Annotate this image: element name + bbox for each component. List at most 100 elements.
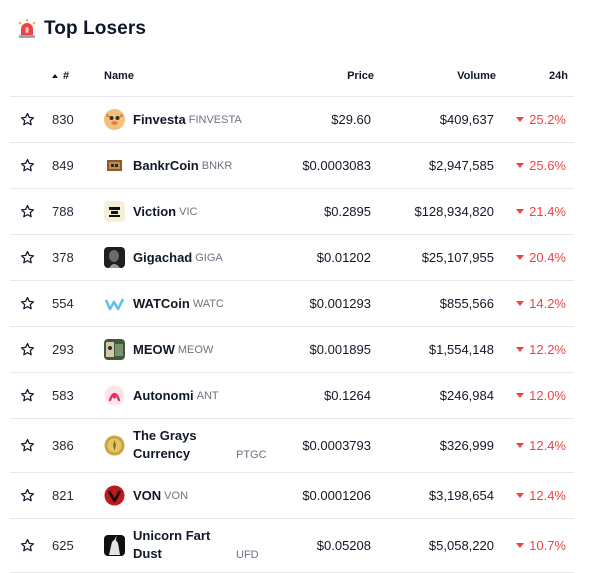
coin-change: 10.7% (516, 519, 566, 572)
coin-rank: 293 (52, 342, 74, 357)
coin-name: MEOW (133, 342, 175, 357)
caret-down-icon (516, 255, 525, 260)
coin-change: 12.4% (516, 473, 566, 518)
caret-down-icon (516, 493, 525, 498)
coin-symbol: GIGA (195, 251, 223, 264)
von-logo-icon (104, 485, 125, 506)
table-row[interactable]: 386 The Grays Currency PTGC $0.0003793 $326,… (10, 419, 574, 473)
coin-rank: 849 (52, 158, 74, 173)
rank-column-header[interactable]: # (52, 70, 69, 82)
coin-link[interactable]: Autonomi ANT (104, 373, 219, 418)
coin-name-block: Unicorn Fart Dust UFD (133, 527, 259, 564)
coin-change: 20.4% (516, 235, 566, 280)
table-row[interactable]: 378 Gigachad GIGA $0.01202 $25,107,955 20.4% (10, 235, 574, 281)
coin-rank: 788 (52, 204, 74, 219)
page-title: Top Losers (44, 18, 146, 39)
coin-change: 12.4% (516, 419, 566, 472)
coin-volume: $409,637 (439, 112, 494, 127)
coin-volume: $3,198,654 (428, 488, 494, 503)
caret-down-icon (516, 347, 525, 352)
change-value: 10.7% (529, 538, 566, 553)
coin-volume: $326,999 (439, 438, 494, 453)
table-row[interactable]: 583 Autonomi ANT $0.1264 $246,984 12.0% (10, 373, 574, 419)
name-column-header[interactable]: Name (104, 70, 134, 82)
price-column-header[interactable]: Price (347, 70, 374, 82)
change-column-header[interactable]: 24h (549, 70, 568, 82)
coin-link[interactable]: BankrCoin BNKR (104, 143, 232, 188)
coin-price: $0.0003083 (302, 158, 371, 173)
coin-name: Gigachad (133, 250, 193, 265)
coin-symbol: FINVESTA (188, 113, 242, 126)
change-value: 12.2% (529, 342, 566, 357)
coin-change: 12.2% (516, 327, 566, 372)
watchlist-star-icon[interactable] (18, 373, 36, 418)
watchlist-star-icon[interactable] (18, 519, 36, 572)
table-row[interactable]: 821 VON VON $0.0001206 $3,198,654 12.4% (10, 473, 574, 519)
watchlist-star-icon[interactable] (18, 235, 36, 280)
coin-change: 12.0% (516, 373, 566, 418)
watchlist-star-icon[interactable] (18, 97, 36, 142)
caret-down-icon (516, 301, 525, 306)
table-row[interactable]: 788 Viction VIC $0.2895 $128,934,820 21.4% (10, 189, 574, 235)
coin-name-block: The Grays Currency PTGC (133, 427, 267, 464)
coin-volume: $855,566 (439, 296, 494, 311)
coin-rank: 386 (52, 438, 74, 453)
coin-symbol: VIC (179, 205, 198, 218)
coin-link[interactable]: Gigachad GIGA (104, 235, 223, 280)
table-row[interactable]: 849 BankrCoin BNKR $0.0003083 $2,947,585 25.6… (10, 143, 574, 189)
watchlist-star-icon[interactable] (18, 189, 36, 234)
coin-rank: 378 (52, 250, 74, 265)
coin-symbol: MEOW (177, 343, 214, 356)
watchlist-star-icon[interactable] (18, 281, 36, 326)
change-value: 12.4% (529, 438, 566, 453)
watchlist-star-icon[interactable] (18, 143, 36, 188)
coin-link[interactable]: Unicorn Fart Dust UFD (104, 519, 259, 572)
caret-down-icon (516, 163, 525, 168)
coin-symbol: PTGC (236, 449, 267, 461)
coin-price: $0.001293 (309, 296, 371, 311)
coin-link[interactable]: Finvesta FINVESTA (104, 97, 242, 142)
coin-price: $0.01202 (316, 250, 371, 265)
change-value: 21.4% (529, 204, 566, 219)
table-row[interactable]: 830 Finvesta FINVESTA $29.60 $409,637 25.2% (10, 97, 574, 143)
coin-volume: $246,984 (439, 388, 494, 403)
watchlist-star-icon[interactable] (18, 327, 36, 372)
coin-change: 25.6% (516, 143, 566, 188)
coin-price: $0.0003793 (302, 438, 371, 453)
coin-name: The Grays Currency (133, 428, 197, 461)
gigachad-logo-icon (104, 247, 125, 268)
coin-volume: $1,554,148 (428, 342, 494, 357)
siren-icon (18, 19, 36, 38)
change-value: 20.4% (529, 250, 566, 265)
caret-down-icon (516, 443, 525, 448)
change-value: 12.4% (529, 488, 566, 503)
coin-price: $29.60 (331, 112, 371, 127)
coin-rank: 625 (52, 538, 74, 553)
coin-link[interactable]: Viction VIC (104, 189, 197, 234)
caret-down-icon (516, 543, 525, 548)
table-row[interactable]: 554 WATCoin WATC $0.001293 $855,566 14.2% (10, 281, 574, 327)
losers-table: # Name Price Volume 24h 830 Finvesta FINVE… (10, 58, 574, 573)
coin-link[interactable]: The Grays Currency PTGC (104, 419, 267, 472)
volume-column-header[interactable]: Volume (457, 70, 496, 82)
coin-rank: 554 (52, 296, 74, 311)
coin-link[interactable]: MEOW MEOW (104, 327, 213, 372)
coin-link[interactable]: VON VON (104, 473, 188, 518)
watchlist-star-icon[interactable] (18, 419, 36, 472)
coin-name: WATCoin (133, 296, 190, 311)
coin-volume: $128,934,820 (414, 204, 494, 219)
coin-symbol: VON (164, 489, 189, 502)
autonomi-logo-icon (104, 385, 125, 406)
finvesta-logo-icon (104, 109, 125, 130)
viction-logo-icon (104, 201, 125, 222)
change-value: 12.0% (529, 388, 566, 403)
coin-link[interactable]: WATCoin WATC (104, 281, 224, 326)
coin-change: 21.4% (516, 189, 566, 234)
coin-price: $0.05208 (316, 538, 371, 553)
table-row[interactable]: 625 Unicorn Fart Dust UFD $0.05208 $5,058,22… (10, 519, 574, 573)
change-value: 25.6% (529, 158, 566, 173)
coin-symbol: ANT (196, 389, 219, 402)
change-value: 25.2% (529, 112, 566, 127)
table-row[interactable]: 293 MEOW MEOW $0.001895 $1,554,148 12.2% (10, 327, 574, 373)
watchlist-star-icon[interactable] (18, 473, 36, 518)
